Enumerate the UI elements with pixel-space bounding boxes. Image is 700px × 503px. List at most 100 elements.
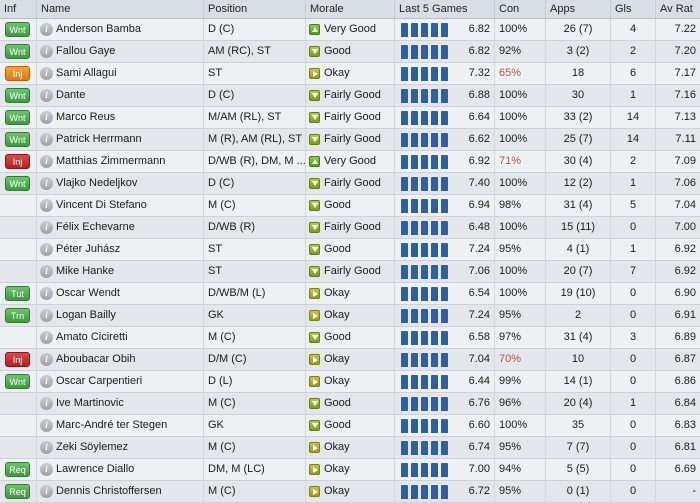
info-icon[interactable]: i bbox=[40, 199, 53, 212]
info-icon[interactable]: i bbox=[40, 463, 53, 476]
info-icon[interactable]: i bbox=[40, 419, 53, 432]
status-badge[interactable]: Wnt bbox=[5, 374, 30, 389]
table-row[interactable]: Inj i Matthias Zimmermann D/WB (R), DM, M .… bbox=[0, 151, 700, 173]
status-badge[interactable]: Wnt bbox=[5, 110, 30, 125]
status-badge[interactable]: Req bbox=[5, 484, 30, 499]
player-position: D/M (C) bbox=[208, 353, 247, 365]
player-name[interactable]: Péter Juhász bbox=[56, 243, 121, 255]
player-name[interactable]: Mike Hanke bbox=[56, 265, 115, 277]
column-header-last5[interactable]: Last 5 Games bbox=[394, 0, 494, 18]
table-row[interactable]: i Félix Echevarne D/WB (R) Fairly Good 6.48 1… bbox=[0, 217, 700, 239]
table-row[interactable]: Inj i Aboubacar Obih D/M (C) Okay 7.04 70% 10 0 6… bbox=[0, 349, 700, 371]
info-icon[interactable]: i bbox=[40, 287, 53, 300]
cell-gls: 0 bbox=[610, 459, 655, 480]
goals: 0 bbox=[629, 463, 637, 475]
table-row[interactable]: Wnt i Anderson Bamba D (C) Very Good 6.82 100%… bbox=[0, 19, 700, 41]
table-row[interactable]: i Vincent Di Stefano M (C) Good 6.94 98% 31 (4… bbox=[0, 195, 700, 217]
status-badge[interactable]: Tut bbox=[5, 286, 30, 301]
table-row[interactable]: Wnt i Vlajko Nedeljkov D (C) Fairly Good 7.40… bbox=[0, 173, 700, 195]
info-icon[interactable]: i bbox=[40, 23, 53, 36]
player-name[interactable]: Logan Bailly bbox=[56, 309, 116, 321]
player-name[interactable]: Lawrence Diallo bbox=[56, 463, 135, 475]
table-row[interactable]: i Amato Ciciretti M (C) Good 6.58 97% 31 (4) 3 6… bbox=[0, 327, 700, 349]
table-row[interactable]: i Péter Juhász ST Good 7.24 95% 4 (1) 1 6.92 bbox=[0, 239, 700, 261]
player-name[interactable]: Sami Allagui bbox=[56, 67, 117, 79]
info-icon[interactable]: i bbox=[40, 485, 53, 498]
status-badge[interactable]: Req bbox=[5, 462, 30, 477]
table-row[interactable]: i Ive Martinovic M (C) Good 6.76 96% 20 (4) 1 6.… bbox=[0, 393, 700, 415]
status-badge[interactable]: Inj bbox=[5, 154, 30, 169]
table-row[interactable]: Wnt i Patrick Herrmann M (R), AM (RL), ST Fa… bbox=[0, 129, 700, 151]
table-row[interactable]: Inj i Sami Allagui ST Okay 7.32 65% 18 6 7.17 bbox=[0, 63, 700, 85]
status-badge[interactable]: Trn bbox=[5, 308, 30, 323]
column-header-name[interactable]: Name bbox=[36, 0, 203, 18]
column-header-position[interactable]: Position bbox=[203, 0, 305, 18]
status-badge[interactable]: Wnt bbox=[5, 176, 30, 191]
status-badge[interactable]: Wnt bbox=[5, 88, 30, 103]
table-row[interactable]: i Mike Hanke ST Fairly Good 7.06 100% 20 (7) 7 6… bbox=[0, 261, 700, 283]
info-icon[interactable]: i bbox=[40, 177, 53, 190]
column-header-inf[interactable]: Inf bbox=[4, 3, 17, 15]
info-icon[interactable]: i bbox=[40, 397, 53, 410]
player-name[interactable]: Patrick Herrmann bbox=[56, 133, 142, 145]
info-icon[interactable]: i bbox=[40, 45, 53, 58]
table-row[interactable]: Tut i Oscar Wendt D/WB/M (L) Okay 6.54 100% 19 … bbox=[0, 283, 700, 305]
player-name[interactable]: Oscar Wendt bbox=[56, 287, 120, 299]
player-name[interactable]: Matthias Zimmermann bbox=[56, 155, 166, 167]
player-name[interactable]: Anderson Bamba bbox=[56, 23, 141, 35]
info-icon[interactable]: i bbox=[40, 353, 53, 366]
column-header-apps[interactable]: Apps bbox=[545, 0, 610, 18]
info-icon[interactable]: i bbox=[40, 243, 53, 256]
info-icon[interactable]: i bbox=[40, 331, 53, 344]
status-badge[interactable]: Inj bbox=[5, 352, 30, 367]
info-icon[interactable]: i bbox=[40, 155, 53, 168]
morale-down-icon bbox=[309, 332, 320, 343]
form-bar bbox=[411, 221, 418, 235]
table-row[interactable]: Trn i Logan Bailly GK Okay 7.24 95% 2 0 6.91 bbox=[0, 305, 700, 327]
column-header-gls[interactable]: Gls bbox=[610, 0, 655, 18]
info-icon[interactable]: i bbox=[40, 133, 53, 146]
column-header-avrat[interactable]: Av Rat bbox=[655, 0, 700, 18]
player-name[interactable]: Marc-André ter Stegen bbox=[56, 419, 168, 431]
last5-bars bbox=[401, 89, 455, 103]
player-name[interactable]: Marco Reus bbox=[56, 111, 116, 123]
player-name[interactable]: Fallou Gaye bbox=[56, 45, 116, 57]
info-icon[interactable]: i bbox=[40, 441, 53, 454]
info-icon[interactable]: i bbox=[40, 89, 53, 102]
player-name[interactable]: Amato Ciciretti bbox=[56, 331, 128, 343]
cell-name: i Lawrence Diallo bbox=[36, 459, 203, 480]
info-icon[interactable]: i bbox=[40, 111, 53, 124]
player-name[interactable]: Dante bbox=[56, 89, 86, 101]
table-row[interactable]: Wnt i Dante D (C) Fairly Good 6.88 100% 30 1 7.16 bbox=[0, 85, 700, 107]
player-name[interactable]: Aboubacar Obih bbox=[56, 353, 136, 365]
table-row[interactable]: i Zeki Söylemez M (C) Okay 6.74 95% 7 (7) 0 6.81 bbox=[0, 437, 700, 459]
player-name[interactable]: Oscar Carpentieri bbox=[56, 375, 143, 387]
info-icon[interactable]: i bbox=[40, 67, 53, 80]
table-row[interactable]: Wnt i Marco Reus M/AM (RL), ST Fairly Good 6.… bbox=[0, 107, 700, 129]
column-header-con[interactable]: Con bbox=[494, 0, 545, 18]
status-badge[interactable]: Wnt bbox=[5, 22, 30, 37]
player-name[interactable]: Ive Martinovic bbox=[56, 397, 124, 409]
table-row[interactable]: Wnt i Oscar Carpentieri D (L) Okay 6.44 99% 14 … bbox=[0, 371, 700, 393]
column-header-morale[interactable]: Morale bbox=[305, 0, 394, 18]
player-name[interactable]: Vlajko Nedeljkov bbox=[56, 177, 138, 189]
player-name[interactable]: Vincent Di Stefano bbox=[56, 199, 147, 211]
player-name[interactable]: Zeki Söylemez bbox=[56, 441, 129, 453]
form-bar bbox=[411, 441, 418, 455]
info-icon[interactable]: i bbox=[40, 375, 53, 388]
cell-gls: 0 bbox=[610, 415, 655, 436]
cell-inf: Wnt bbox=[0, 19, 36, 40]
info-icon[interactable]: i bbox=[40, 221, 53, 234]
table-row[interactable]: Req i Dennis Christoffersen M (C) Okay 6.72 95… bbox=[0, 481, 700, 503]
info-icon[interactable]: i bbox=[40, 265, 53, 278]
status-badge[interactable]: Inj bbox=[5, 66, 30, 81]
player-name[interactable]: Dennis Christoffersen bbox=[56, 485, 162, 497]
info-icon[interactable]: i bbox=[40, 309, 53, 322]
table-row[interactable]: Req i Lawrence Diallo DM, M (LC) Okay 7.00 94%… bbox=[0, 459, 700, 481]
table-row[interactable]: Wnt i Fallou Gaye AM (RC), ST Good 6.82 92% 3 (… bbox=[0, 41, 700, 63]
player-name[interactable]: Félix Echevarne bbox=[56, 221, 135, 233]
table-row[interactable]: i Marc-André ter Stegen GK Good 6.60 100% 35 0 6… bbox=[0, 415, 700, 437]
player-position: DM, M (LC) bbox=[208, 463, 265, 475]
status-badge[interactable]: Wnt bbox=[5, 132, 30, 147]
status-badge[interactable]: Wnt bbox=[5, 44, 30, 59]
